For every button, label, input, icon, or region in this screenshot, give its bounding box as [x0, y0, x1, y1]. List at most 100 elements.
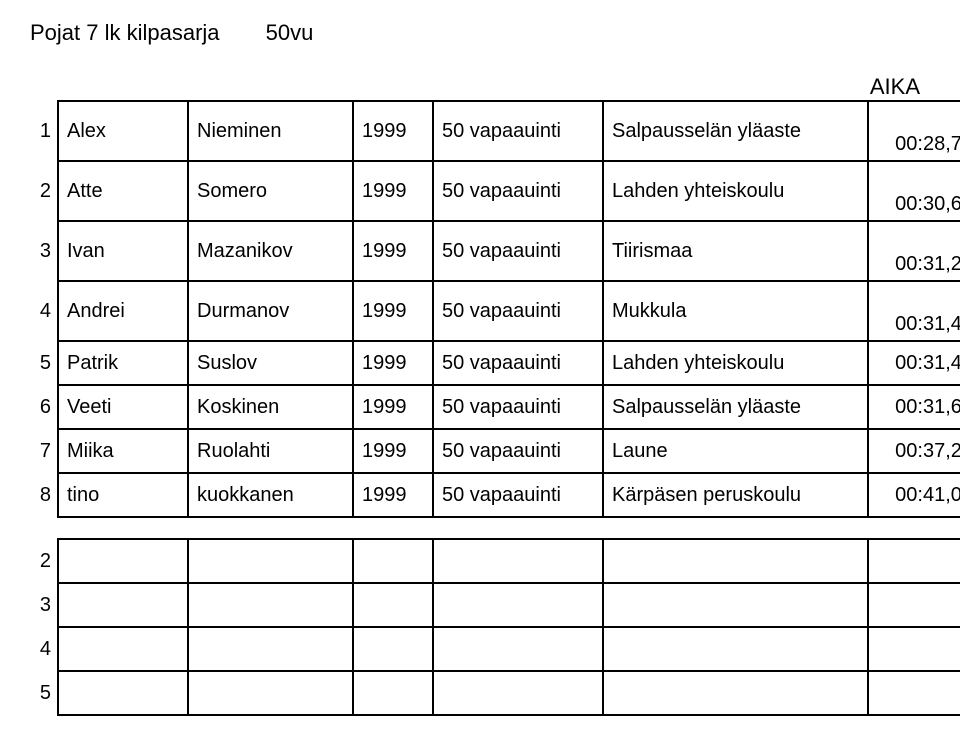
- time-cell: 00:41,05: [868, 473, 960, 517]
- series-title: Pojat 7 lk kilpasarja: [30, 20, 220, 46]
- first-name-cell: Atte: [58, 161, 188, 221]
- event-cell: 50 vapaauinti: [433, 385, 603, 429]
- table-row: 3IvanMazanikov199950 vapaauintiTiirismaa…: [30, 221, 960, 281]
- time-cell: [868, 671, 960, 715]
- year-cell: [353, 627, 433, 671]
- year-cell: 1999: [353, 429, 433, 473]
- table-row: 4: [30, 627, 960, 671]
- time-cell: 00:37,24: [868, 429, 960, 473]
- table-row: 8tinokuokkanen199950 vapaauintiKärpäsen …: [30, 473, 960, 517]
- rank-cell: 3: [30, 583, 58, 627]
- event-cell: [433, 627, 603, 671]
- table-row: 5: [30, 671, 960, 715]
- event-cell: 50 vapaauinti: [433, 281, 603, 341]
- series-distance: 50vu: [266, 20, 314, 46]
- rank-cell: 7: [30, 429, 58, 473]
- last-name-cell: Suslov: [188, 341, 353, 385]
- table-row: 4AndreiDurmanov199950 vapaauintiMukkula0…: [30, 281, 960, 341]
- rank-cell: 8: [30, 473, 58, 517]
- time-cell: 00:31,43: [868, 281, 960, 341]
- table-row: 7MiikaRuolahti199950 vapaauintiLaune00:3…: [30, 429, 960, 473]
- school-cell: Salpausselän yläaste: [603, 101, 868, 161]
- event-cell: 50 vapaauinti: [433, 161, 603, 221]
- last-name-cell: Mazanikov: [188, 221, 353, 281]
- event-cell: 50 vapaauinti: [433, 341, 603, 385]
- school-cell: Lahden yhteiskoulu: [603, 161, 868, 221]
- first-name-cell: Alex: [58, 101, 188, 161]
- rank-cell: 3: [30, 221, 58, 281]
- school-cell: Kärpäsen peruskoulu: [603, 473, 868, 517]
- first-name-cell: [58, 671, 188, 715]
- school-cell: [603, 671, 868, 715]
- last-name-cell: Ruolahti: [188, 429, 353, 473]
- last-name-cell: kuokkanen: [188, 473, 353, 517]
- rank-cell: 2: [30, 539, 58, 583]
- time-cell: 00:31,29: [868, 221, 960, 281]
- rank-cell: 5: [30, 671, 58, 715]
- last-name-cell: [188, 671, 353, 715]
- event-cell: 50 vapaauinti: [433, 429, 603, 473]
- last-name-cell: Somero: [188, 161, 353, 221]
- time-cell: [868, 627, 960, 671]
- year-cell: [353, 671, 433, 715]
- year-cell: 1999: [353, 101, 433, 161]
- results-table: 1AlexNieminen199950 vapaauintiSalpaussel…: [30, 100, 960, 518]
- table-row: 3: [30, 583, 960, 627]
- table-row: 5PatrikSuslov199950 vapaauintiLahden yht…: [30, 341, 960, 385]
- rank-cell: 2: [30, 161, 58, 221]
- school-cell: [603, 627, 868, 671]
- event-cell: 50 vapaauinti: [433, 221, 603, 281]
- first-name-cell: [58, 583, 188, 627]
- first-name-cell: Miika: [58, 429, 188, 473]
- event-cell: 50 vapaauinti: [433, 101, 603, 161]
- table-row: 1AlexNieminen199950 vapaauintiSalpaussel…: [30, 101, 960, 161]
- time-cell: [868, 539, 960, 583]
- time-cell: 00:31,49: [868, 341, 960, 385]
- year-cell: [353, 583, 433, 627]
- table-row: 6VeetiKoskinen199950 vapaauintiSalpausse…: [30, 385, 960, 429]
- school-cell: Tiirismaa: [603, 221, 868, 281]
- school-cell: [603, 539, 868, 583]
- first-name-cell: Veeti: [58, 385, 188, 429]
- school-cell: Lahden yhteiskoulu: [603, 341, 868, 385]
- last-name-cell: Durmanov: [188, 281, 353, 341]
- last-name-cell: Koskinen: [188, 385, 353, 429]
- page-heading: Pojat 7 lk kilpasarja 50vu: [30, 20, 930, 46]
- school-cell: Laune: [603, 429, 868, 473]
- rank-cell: 5: [30, 341, 58, 385]
- time-header: AIKA: [30, 74, 930, 100]
- school-cell: [603, 583, 868, 627]
- event-cell: [433, 671, 603, 715]
- year-cell: 1999: [353, 221, 433, 281]
- rank-cell: 1: [30, 101, 58, 161]
- rank-cell: 6: [30, 385, 58, 429]
- year-cell: 1999: [353, 385, 433, 429]
- last-name-cell: [188, 627, 353, 671]
- first-name-cell: Andrei: [58, 281, 188, 341]
- time-cell: 00:28,72: [868, 101, 960, 161]
- empty-table: 2345: [30, 538, 960, 716]
- first-name-cell: [58, 539, 188, 583]
- year-cell: 1999: [353, 473, 433, 517]
- time-cell: 00:30,61: [868, 161, 960, 221]
- last-name-cell: [188, 583, 353, 627]
- last-name-cell: [188, 539, 353, 583]
- event-cell: 50 vapaauinti: [433, 473, 603, 517]
- event-cell: [433, 539, 603, 583]
- first-name-cell: Patrik: [58, 341, 188, 385]
- first-name-cell: Ivan: [58, 221, 188, 281]
- rank-cell: 4: [30, 281, 58, 341]
- rank-cell: 4: [30, 627, 58, 671]
- table-row: 2: [30, 539, 960, 583]
- first-name-cell: tino: [58, 473, 188, 517]
- year-cell: 1999: [353, 161, 433, 221]
- year-cell: 1999: [353, 281, 433, 341]
- event-cell: [433, 583, 603, 627]
- school-cell: Mukkula: [603, 281, 868, 341]
- last-name-cell: Nieminen: [188, 101, 353, 161]
- first-name-cell: [58, 627, 188, 671]
- year-cell: 1999: [353, 341, 433, 385]
- year-cell: [353, 539, 433, 583]
- time-cell: [868, 583, 960, 627]
- school-cell: Salpausselän yläaste: [603, 385, 868, 429]
